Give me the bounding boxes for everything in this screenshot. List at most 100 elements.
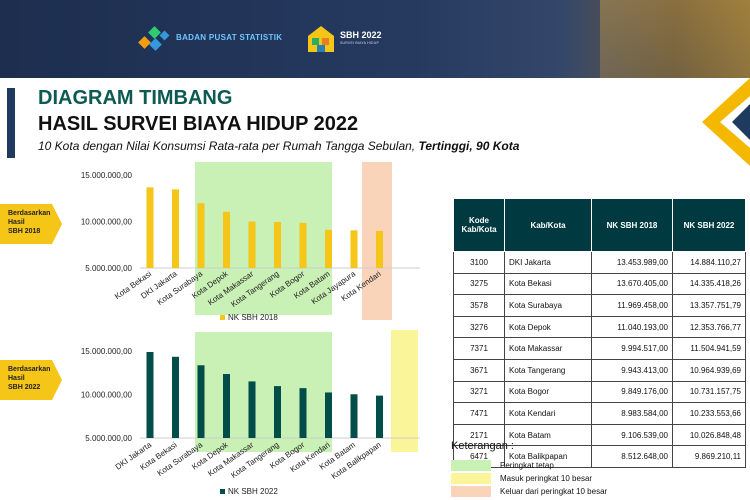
title-accent-bar xyxy=(7,88,15,158)
bar xyxy=(248,221,256,268)
data-table: Kode Kab/Kota Kab/Kota NK SBH 2018 NK SB… xyxy=(453,198,746,468)
tag-arrow-2018 xyxy=(0,204,62,244)
page-title-line2: HASIL SURVEI BIAYA HIDUP 2022 xyxy=(38,113,359,135)
bar xyxy=(146,187,154,268)
table-cell: Kota Kendari xyxy=(504,402,592,425)
bar xyxy=(248,381,256,438)
bar xyxy=(350,230,358,268)
page-subtitle: 10 Kota dengan Nilai Konsumsi Rata-rata … xyxy=(38,139,519,153)
bar xyxy=(146,352,154,438)
sbh-house-icon xyxy=(308,26,334,52)
subtitle-text: 10 Kota dengan Nilai Konsumsi Rata-rata … xyxy=(38,139,416,153)
table-cell: 14.335.418,26 xyxy=(672,272,746,296)
table-cell: 11.040.193,00 xyxy=(591,315,673,339)
table-cell: Kota Depok xyxy=(504,315,592,339)
bar xyxy=(197,203,205,268)
legend-swatch-orange xyxy=(451,486,491,497)
table-row: 7371 Kota Makassar 9.994.517,00 11.504.941,… xyxy=(453,337,746,360)
table-cell: 10.964.939,69 xyxy=(672,358,746,382)
table-cell: 9.106.539,00 xyxy=(591,423,673,447)
table-cell: 9.849.176,00 xyxy=(591,380,673,404)
table-header-cell: Kode Kab/Kota xyxy=(453,198,505,252)
highlight-band xyxy=(391,330,418,452)
table-cell: 3276 xyxy=(453,315,505,339)
table-cell: 13.670.405,00 xyxy=(591,272,673,296)
bar xyxy=(325,392,332,438)
table-header-cell: NK SBH 2022 xyxy=(672,198,746,252)
tag-2022-line2: Hasil xyxy=(8,375,25,382)
table-cell: Kota Surabaya xyxy=(504,294,592,317)
page-title: DIAGRAM TIMBANG xyxy=(38,87,233,109)
table-row: 3275 Kota Bekasi 13.670.405,00 14.335.418,2… xyxy=(453,272,746,296)
bar xyxy=(172,189,179,268)
subtitle-emphasis: Tertinggi, 90 Kota xyxy=(418,139,520,153)
legend-swatch xyxy=(220,489,225,494)
table-cell: 3100 xyxy=(453,251,505,274)
bar xyxy=(376,230,383,268)
table-cell: 9.943.413,00 xyxy=(591,358,673,382)
tag-arrow-2022 xyxy=(0,360,62,400)
legend-label: NK SBH 2022 xyxy=(228,487,278,496)
legend-label: NK SBH 2018 xyxy=(228,313,278,322)
sbh-tagline: SURVEI BIAYA HIDUP xyxy=(340,41,379,45)
table-row: 3276 Kota Depok 11.040.193,00 12.353.766,77 xyxy=(453,315,746,339)
table-cell: Kota Makassar xyxy=(504,337,592,360)
bar xyxy=(325,229,332,268)
legend-swatch xyxy=(220,315,225,320)
table-cell: 8.512.648,00 xyxy=(591,445,673,468)
header-texture xyxy=(600,0,750,78)
table-cell: 3275 xyxy=(453,272,505,296)
tag-2018-line1: Berdasarkan xyxy=(8,210,51,217)
table-row: 3671 Kota Tangerang 9.943.413,00 10.964.939… xyxy=(453,358,746,382)
bar xyxy=(376,395,383,438)
y-tick-label: 15.000.000,00 xyxy=(81,347,133,356)
y-tick-label: 5.000.000,00 xyxy=(85,434,132,443)
table-cell: 14.884.110,27 xyxy=(672,251,746,274)
legend-text-orange: Keluar dari peringkat 10 besar xyxy=(500,487,608,496)
table-cell: 10.233.553,66 xyxy=(672,402,746,425)
bps-logo-icon xyxy=(138,26,170,51)
table-cell: Kota Batam xyxy=(504,423,592,447)
legend-text-green: Peringkat tetap xyxy=(500,461,554,470)
tag-label-2022: Berdasarkan Hasil SBH 2022 xyxy=(8,365,50,392)
table-cell: 3271 xyxy=(453,380,505,404)
table-row: 6471 Kota Balikpapan 8.512.648,00 9.869.210… xyxy=(453,445,746,468)
legend-title: Keterangan : xyxy=(451,440,514,452)
tag-label-2018: Berdasarkan Hasil SBH 2018 xyxy=(8,209,50,236)
table-header-cell: NK SBH 2018 xyxy=(591,198,673,252)
bps-org-name: BADAN PUSAT STATISTIK xyxy=(176,33,283,42)
table-cell: 7471 xyxy=(453,402,505,425)
table-cell: DKI Jakarta xyxy=(504,251,592,274)
header-banner: BADAN PUSAT STATISTIK SBH 2022 SURVEI BI… xyxy=(0,0,750,78)
bar xyxy=(223,211,230,268)
tag-2022-line3: SBH 2022 xyxy=(8,384,41,391)
bar xyxy=(172,356,179,438)
table-row: 3271 Kota Bogor 9.849.176,00 10.731.157,75 xyxy=(453,380,746,404)
y-tick-label: 5.000.000,00 xyxy=(85,264,132,273)
bar xyxy=(350,394,358,438)
table-row: 2171 Kota Batam 9.106.539,00 10.026.848,48 xyxy=(453,423,746,447)
legend-text-yellow: Masuk peringkat 10 besar xyxy=(500,474,593,483)
sbh-label: SBH 2022 xyxy=(340,30,382,40)
tag-2022-line1: Berdasarkan xyxy=(8,366,51,373)
table-header-cell: Kab/Kota xyxy=(504,198,592,252)
table-cell: 13.453.989,00 xyxy=(591,251,673,274)
table-cell: 9.869.210,11 xyxy=(672,445,746,468)
bar xyxy=(223,374,230,438)
table-cell: 7371 xyxy=(453,337,505,360)
arrow-decoration-icon xyxy=(702,78,750,166)
table-cell: 8.983.584,00 xyxy=(591,402,673,425)
table-cell: 11.504.941,59 xyxy=(672,337,746,360)
legend-swatch-green xyxy=(451,460,491,471)
table-row: 3100 DKI Jakarta 13.453.989,00 14.884.110,2… xyxy=(453,251,746,274)
table-cell: 3578 xyxy=(453,294,505,317)
y-tick-label: 10.000.000,00 xyxy=(81,218,133,227)
table-cell: 13.357.751,79 xyxy=(672,294,746,317)
bar xyxy=(274,386,281,438)
y-tick-label: 10.000.000,00 xyxy=(81,391,133,400)
bar xyxy=(299,388,307,438)
table-cell: 10.731.157,75 xyxy=(672,380,746,404)
y-tick-label: 15.000.000,00 xyxy=(81,171,133,180)
table-cell: 12.353.766,77 xyxy=(672,315,746,339)
